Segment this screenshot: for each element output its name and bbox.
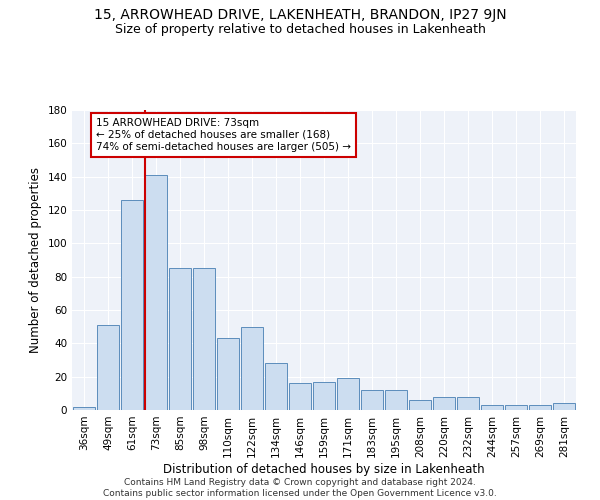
Bar: [217, 338, 239, 410]
Y-axis label: Number of detached properties: Number of detached properties: [29, 167, 42, 353]
Bar: [73, 406, 95, 410]
Bar: [361, 390, 383, 410]
Bar: [553, 404, 575, 410]
Bar: [145, 175, 167, 410]
Bar: [385, 390, 407, 410]
Bar: [505, 405, 527, 410]
Bar: [169, 268, 191, 410]
Bar: [241, 326, 263, 410]
Bar: [433, 396, 455, 410]
Bar: [313, 382, 335, 410]
Bar: [529, 405, 551, 410]
Bar: [97, 325, 119, 410]
Text: Size of property relative to detached houses in Lakenheath: Size of property relative to detached ho…: [115, 22, 485, 36]
Bar: [337, 378, 359, 410]
X-axis label: Distribution of detached houses by size in Lakenheath: Distribution of detached houses by size …: [163, 462, 485, 475]
Bar: [457, 396, 479, 410]
Bar: [481, 405, 503, 410]
Text: 15 ARROWHEAD DRIVE: 73sqm
← 25% of detached houses are smaller (168)
74% of semi: 15 ARROWHEAD DRIVE: 73sqm ← 25% of detac…: [96, 118, 351, 152]
Text: 15, ARROWHEAD DRIVE, LAKENHEATH, BRANDON, IP27 9JN: 15, ARROWHEAD DRIVE, LAKENHEATH, BRANDON…: [94, 8, 506, 22]
Bar: [121, 200, 143, 410]
Text: Contains HM Land Registry data © Crown copyright and database right 2024.
Contai: Contains HM Land Registry data © Crown c…: [103, 478, 497, 498]
Bar: [409, 400, 431, 410]
Bar: [289, 384, 311, 410]
Bar: [193, 268, 215, 410]
Bar: [265, 364, 287, 410]
